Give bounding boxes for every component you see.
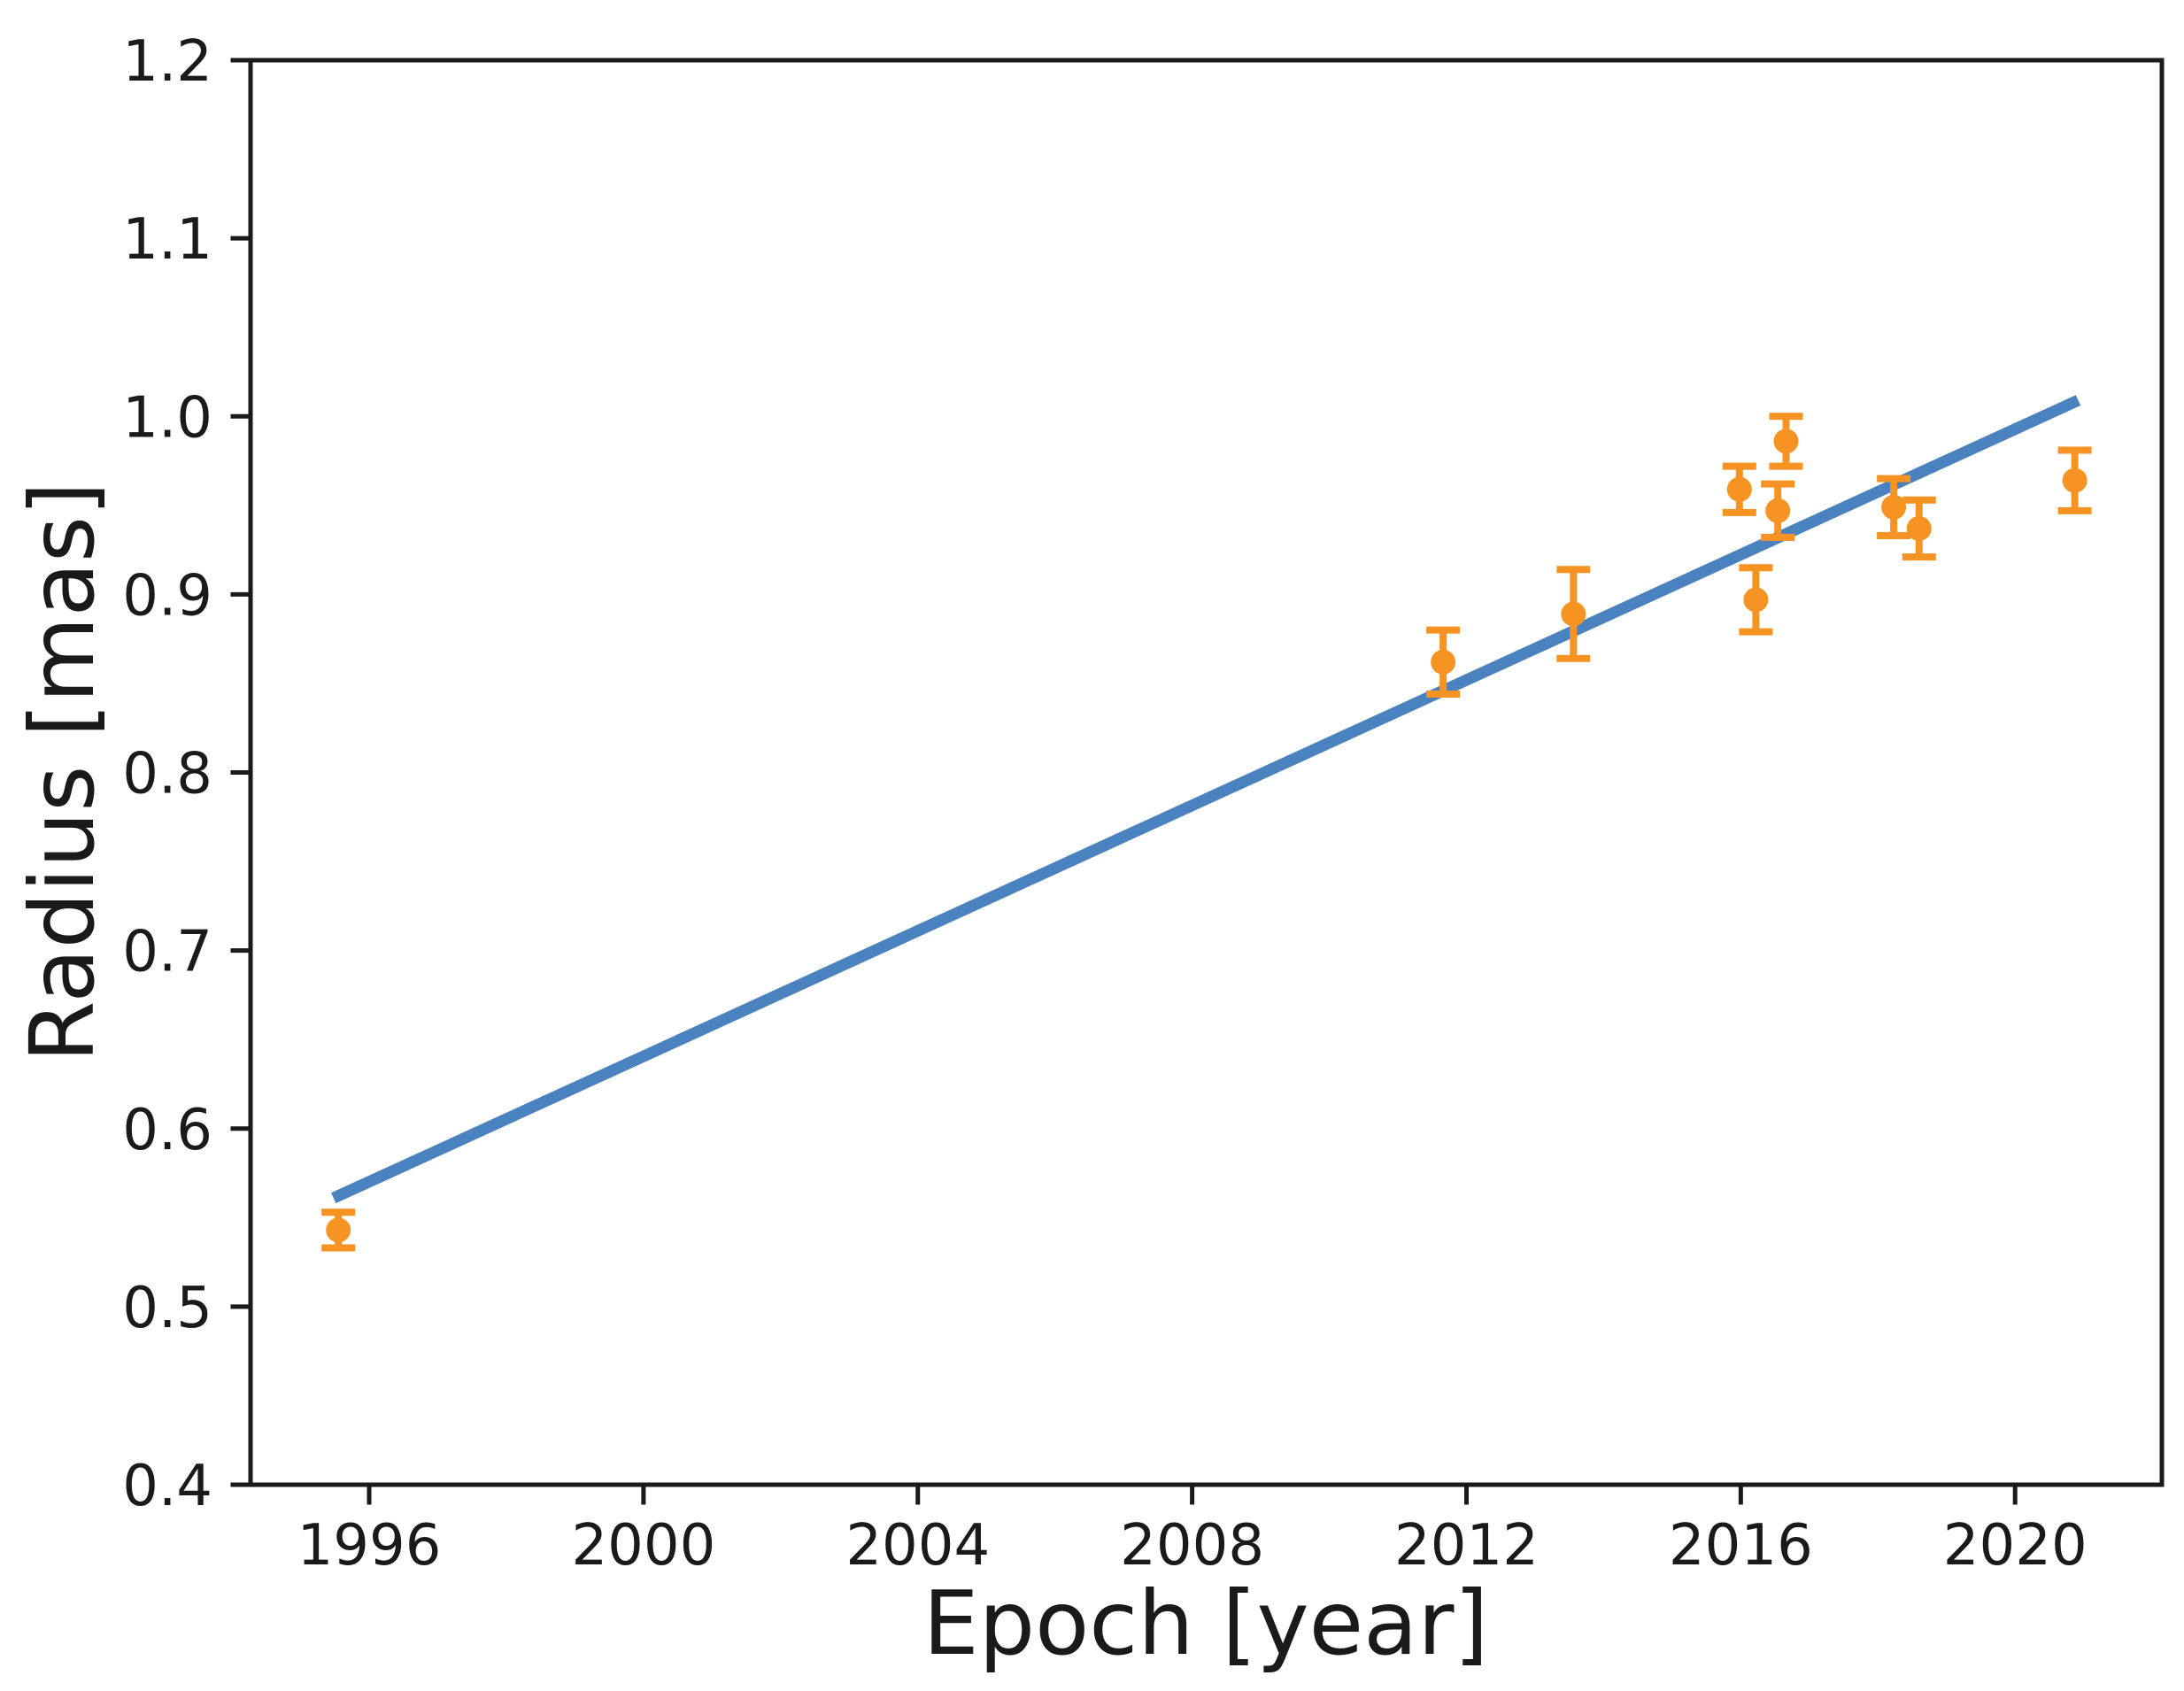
data-marker <box>1726 476 1752 502</box>
data-point <box>1739 564 1773 636</box>
x-tick-label: 2016 <box>1669 1513 1813 1579</box>
data-point <box>1902 496 1936 561</box>
x-tick-label: 2008 <box>1120 1513 1264 1579</box>
data-marker <box>1743 587 1769 613</box>
data-marker <box>2062 467 2088 493</box>
data-point <box>2057 446 2092 514</box>
fit-line <box>331 395 2081 1204</box>
y-tick-label: 0.9 <box>122 563 212 629</box>
data-point <box>1722 462 1756 516</box>
data-marker <box>1906 515 1932 541</box>
data-marker <box>326 1217 351 1243</box>
data-marker <box>1765 498 1791 523</box>
y-tick-label: 0.6 <box>122 1098 212 1163</box>
x-tick-label: 2020 <box>1943 1513 2088 1579</box>
y-tick-label: 0.4 <box>122 1454 212 1519</box>
x-tick-label: 2004 <box>845 1513 990 1579</box>
y-tick-label: 0.5 <box>122 1276 212 1341</box>
plot-frame <box>248 58 2165 1487</box>
x-tick-label: 2012 <box>1394 1513 1539 1579</box>
y-tick-label: 1.0 <box>122 385 212 451</box>
data-marker <box>1561 601 1586 627</box>
y-axis-label: Radius [mas] <box>11 482 114 1062</box>
data-marker <box>1431 649 1456 675</box>
data-point <box>1761 480 1795 542</box>
data-point <box>1556 566 1591 662</box>
data-point <box>321 1208 356 1252</box>
x-tick-label: 2000 <box>571 1513 715 1579</box>
data-marker <box>1881 494 1907 520</box>
data-marker <box>1773 429 1799 454</box>
y-tick-label: 0.7 <box>122 920 212 985</box>
fit-line-layer <box>331 395 2081 1204</box>
x-tick-label: 1996 <box>297 1513 442 1579</box>
y-tick-label: 0.8 <box>122 742 212 807</box>
y-tick-label: 1.1 <box>122 207 212 273</box>
x-axis-label: Epoch [year] <box>922 1571 1488 1675</box>
data-points-layer <box>321 413 2092 1252</box>
data-point <box>1426 626 1461 699</box>
data-point <box>1769 413 1803 470</box>
y-tick-label: 1.2 <box>122 29 212 95</box>
data-point <box>1877 475 1911 540</box>
axes-layer: 1996 2000 2004 2008 2012 2016 2020 0.4 0.5 0.6 0.7… <box>122 29 2165 1579</box>
